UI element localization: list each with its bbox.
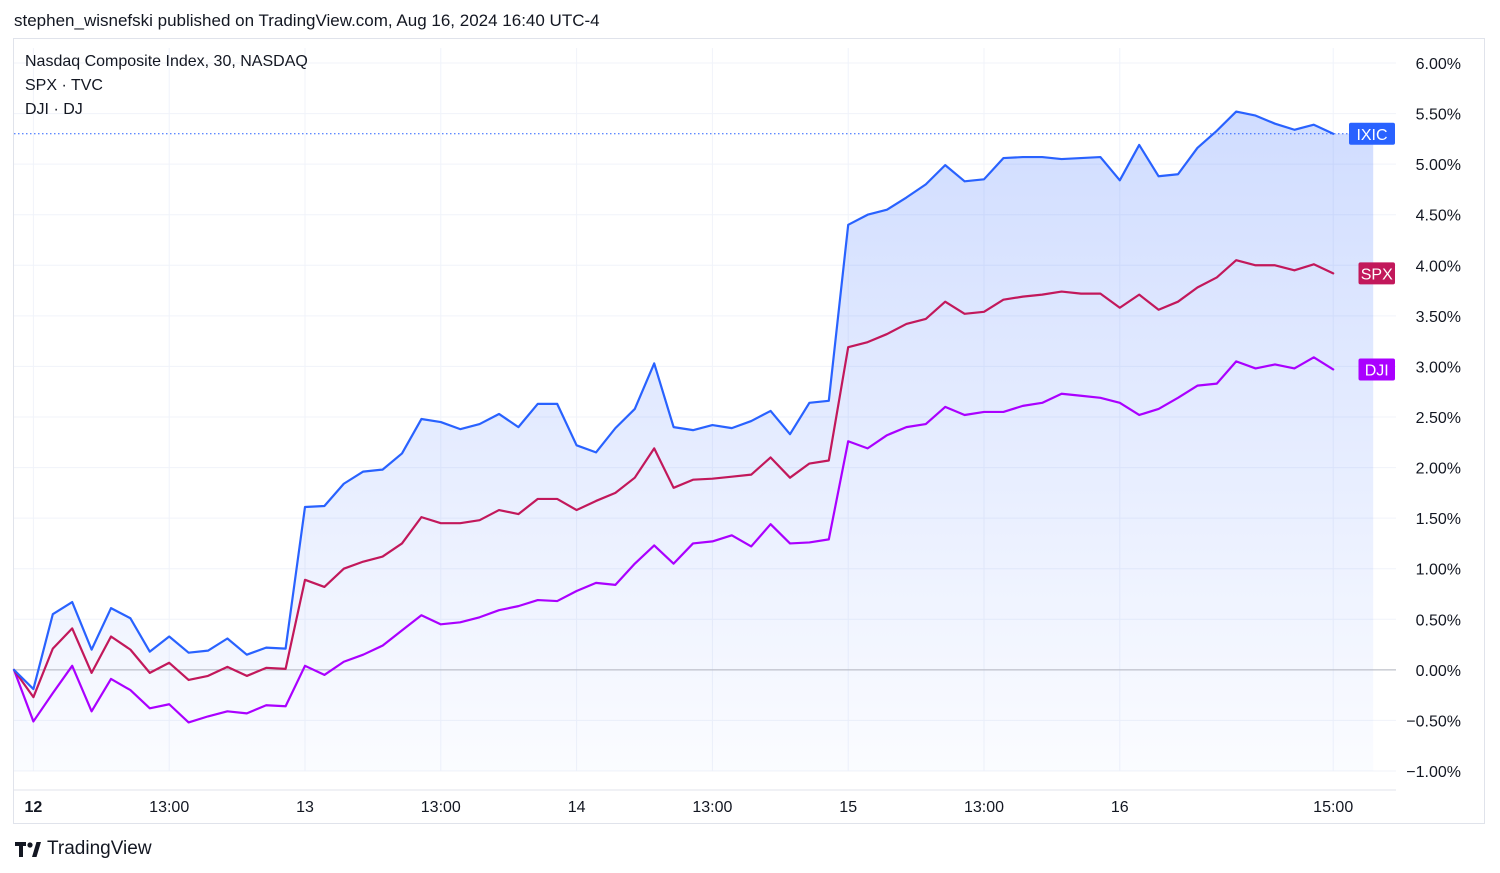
x-tick-label: 14 [568, 799, 586, 816]
y-tick-label: 0.50% [1416, 612, 1461, 629]
chart-frame [13, 38, 1485, 824]
y-axis[interactable]: 6.00% 5.50% 5.00% 4.50% 4.00% 3.50% 3.00% 2.50%… [1406, 56, 1461, 781]
x-tick-label: 15 [839, 799, 857, 816]
legend-item-spx[interactable]: SPX · TVC [25, 77, 103, 94]
price-label-text: SPX [1361, 266, 1393, 283]
price-label-bg [1349, 122, 1395, 145]
y-tick-label: −1.00% [1406, 764, 1461, 781]
y-tick-label: 0.00% [1416, 663, 1461, 680]
price-label-ixic: IXIC [1349, 122, 1395, 145]
x-tick-label: 13:00 [964, 799, 1004, 816]
y-tick-label: 1.00% [1416, 562, 1461, 579]
x-tick-label: 13:00 [692, 799, 732, 816]
x-tick-label: 16 [1111, 799, 1129, 816]
series-lines [12, 110, 1348, 724]
price-label-bg [1358, 358, 1395, 381]
price-label-text: IXIC [1356, 127, 1387, 144]
ixic-area [14, 111, 1374, 771]
legend-item-ixic[interactable]: Nasdaq Composite Index, 30, NASDAQ [25, 53, 308, 70]
legend-item-dji[interactable]: DJI · DJ [25, 101, 83, 118]
y-tick-label: 4.50% [1416, 208, 1461, 225]
series-line-spx [12, 259, 1335, 699]
y-tick-label: 2.50% [1416, 410, 1461, 427]
ixic-area-fill [14, 111, 1374, 771]
price-label-dji: DJI [1358, 358, 1395, 381]
y-tick-label: 3.50% [1416, 309, 1461, 326]
x-tick-label: 13:00 [149, 799, 189, 816]
chart-legend: Nasdaq Composite Index, 30, NASDAQ SPX ·… [25, 50, 308, 122]
published-info: stephen_wisnefski published on TradingVi… [14, 11, 600, 30]
y-tick-label: 3.00% [1416, 359, 1461, 376]
x-axis[interactable]: 12 13:00 13 13:00 14 13:00 15 13:00 16 15:00 [14, 789, 1396, 816]
y-tick-label: 1.50% [1416, 511, 1461, 528]
series-line-ixic [12, 110, 1335, 691]
price-label-text: DJI [1365, 362, 1389, 379]
y-tick-label: 2.00% [1416, 461, 1461, 478]
price-label-bg [1358, 262, 1395, 285]
y-tick-label: 5.00% [1416, 157, 1461, 174]
x-tick-label: 13:00 [421, 799, 461, 816]
y-tick-label: −0.50% [1406, 713, 1461, 730]
series-line-dji [12, 356, 1335, 724]
x-tick-label: 13 [296, 799, 314, 816]
y-tick-label: 6.00% [1416, 56, 1461, 73]
tradingview-brand[interactable]: TradingView [15, 838, 152, 860]
price-label-spx: SPX [1358, 262, 1395, 285]
y-tick-label: 4.00% [1416, 258, 1461, 275]
y-tick-label: 5.50% [1416, 107, 1461, 124]
tradingview-logo-icon [15, 841, 41, 857]
x-tick-label: 15:00 [1313, 799, 1353, 816]
brand-name: TradingView [47, 838, 152, 859]
x-tick-label: 12 [25, 799, 43, 816]
price-labels: IXIC SPX DJI [1349, 122, 1395, 381]
